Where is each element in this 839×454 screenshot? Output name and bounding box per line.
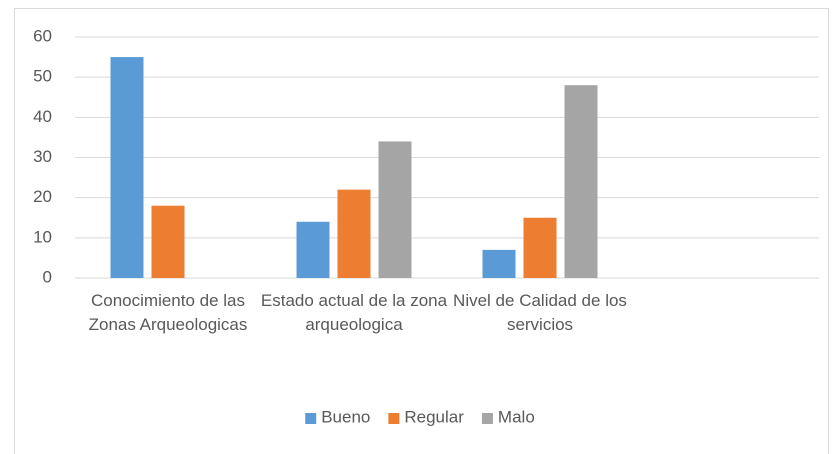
bar: [110, 57, 144, 279]
x-tick-label: Nivel de Calidad de los servicios: [453, 291, 627, 334]
bar: [151, 205, 185, 278]
bar: [296, 221, 330, 278]
bar: [378, 141, 412, 278]
legend-label: Bueno: [321, 407, 370, 426]
legend-label: Regular: [404, 407, 464, 426]
x-tick-label: Estado actual de la zona arqueologica: [261, 291, 448, 334]
y-tick-label: 10: [33, 227, 52, 246]
y-tick-label: 60: [33, 26, 52, 45]
y-tick-label: 0: [43, 267, 52, 286]
bar: [482, 249, 516, 278]
chart-border: [14, 8, 829, 454]
legend-swatch: [388, 413, 400, 424]
y-tick-label: 40: [33, 107, 52, 126]
bar: [523, 217, 557, 278]
y-tick-label: 20: [33, 187, 52, 206]
y-tick-label: 50: [33, 67, 52, 86]
bar: [564, 85, 598, 278]
x-tick-label: Conocimiento de las Zonas Arqueologicas: [89, 291, 248, 334]
legend-swatch: [305, 413, 317, 424]
bar: [337, 189, 371, 278]
y-tick-label: 30: [33, 147, 52, 166]
legend-swatch: [481, 413, 493, 424]
legend-label: Malo: [498, 407, 535, 426]
